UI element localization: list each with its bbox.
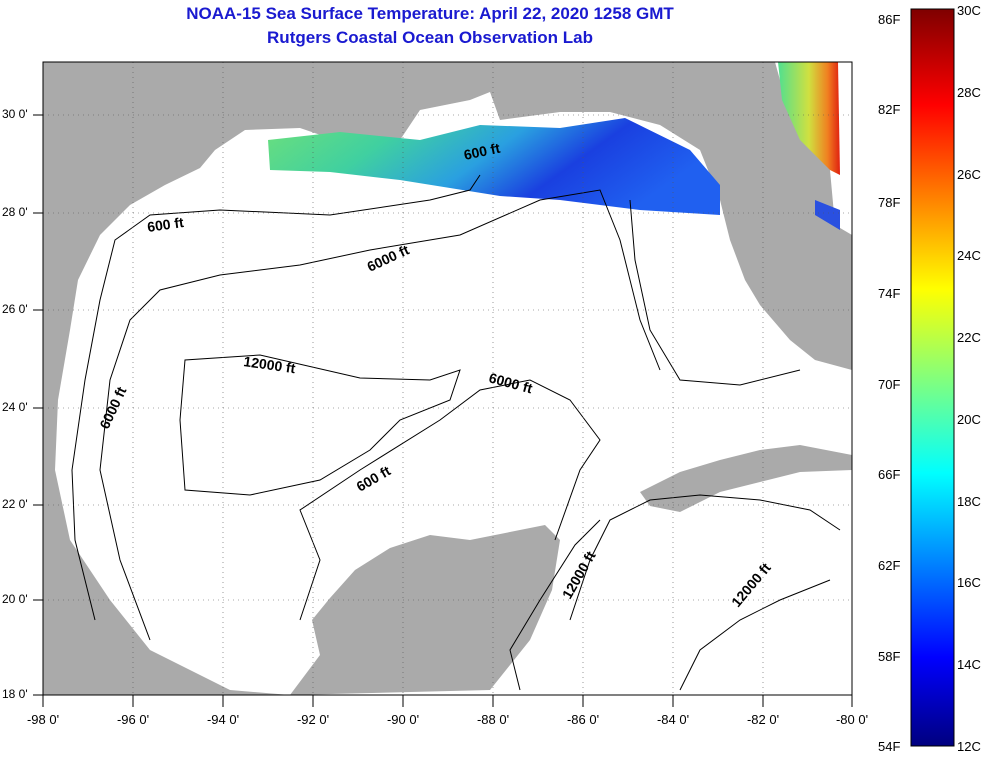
yucatan-land bbox=[290, 525, 560, 695]
colorbar-c-label: 14C bbox=[957, 657, 981, 673]
lat-label: 24 0' bbox=[2, 400, 28, 414]
colorbar-f-label: 86F bbox=[878, 12, 901, 27]
sst-swath-straits bbox=[815, 200, 840, 230]
colorbar-f-label: 74F bbox=[878, 286, 901, 301]
colorbar-c-label: 18C bbox=[957, 493, 981, 509]
lon-label: -86 0' bbox=[566, 712, 600, 727]
colorbar-f-label: 58F bbox=[878, 649, 901, 664]
lat-label: 18 0' bbox=[2, 687, 28, 701]
map-subtitle: Rutgers Coastal Ocean Observation Lab bbox=[267, 28, 593, 47]
colorbar-c-label: 24C bbox=[957, 248, 981, 264]
colorbar-c-label: 22C bbox=[957, 330, 981, 346]
sst-swath-atlantic bbox=[778, 62, 840, 175]
sst-swath-gulf bbox=[268, 118, 720, 215]
lon-label: -98 0' bbox=[26, 712, 60, 727]
lat-label: 26 0' bbox=[2, 302, 28, 316]
lon-label: -80 0' bbox=[835, 712, 869, 727]
colorbar-f-label: 62F bbox=[878, 558, 901, 573]
grid-lines bbox=[43, 62, 852, 695]
map-title: NOAA-15 Sea Surface Temperature: April 2… bbox=[186, 4, 674, 23]
gulf-water bbox=[55, 92, 852, 695]
colorbar-c-label: 12C bbox=[957, 739, 981, 754]
contour-label-600ft: 600 ft bbox=[146, 214, 185, 235]
map-frame bbox=[42, 61, 853, 696]
colorbar-c-label: 16C bbox=[957, 575, 981, 591]
colorbar-f-label: 78F bbox=[878, 195, 901, 210]
lon-label: -82 0' bbox=[746, 712, 780, 727]
bathymetry-contours bbox=[71, 174, 841, 691]
lat-label: 20 0' bbox=[2, 592, 28, 606]
colorbar-f-label: 66F bbox=[878, 467, 901, 482]
colorbar-c-label: 28C bbox=[957, 84, 981, 100]
colorbar-c-label: 30C bbox=[957, 3, 981, 18]
colorbar-c-label: 20C bbox=[957, 411, 981, 427]
axis-ticks bbox=[33, 114, 853, 707]
contour-label-600ft: 600 ft bbox=[462, 140, 501, 163]
lon-label: -90 0' bbox=[386, 712, 420, 727]
lon-label: -92 0' bbox=[296, 712, 330, 727]
contour-label-12000ft: 12000 ft bbox=[243, 353, 297, 376]
colorbar-f-label: 82F bbox=[878, 102, 901, 117]
lat-label: 30 0' bbox=[2, 107, 28, 121]
color-bar bbox=[910, 8, 955, 747]
lon-label: -96 0' bbox=[116, 712, 150, 727]
lon-label: -94 0' bbox=[206, 712, 240, 727]
lat-label: 28 0' bbox=[2, 205, 28, 219]
colorbar-f-label: 54F bbox=[878, 739, 901, 754]
colorbar-c-label: 26C bbox=[957, 166, 981, 182]
lon-label: -84 0' bbox=[656, 712, 690, 727]
lat-label: 22 0' bbox=[2, 497, 28, 511]
colorbar-f-label: 70F bbox=[878, 377, 901, 392]
lon-label: -88 0' bbox=[476, 712, 510, 727]
